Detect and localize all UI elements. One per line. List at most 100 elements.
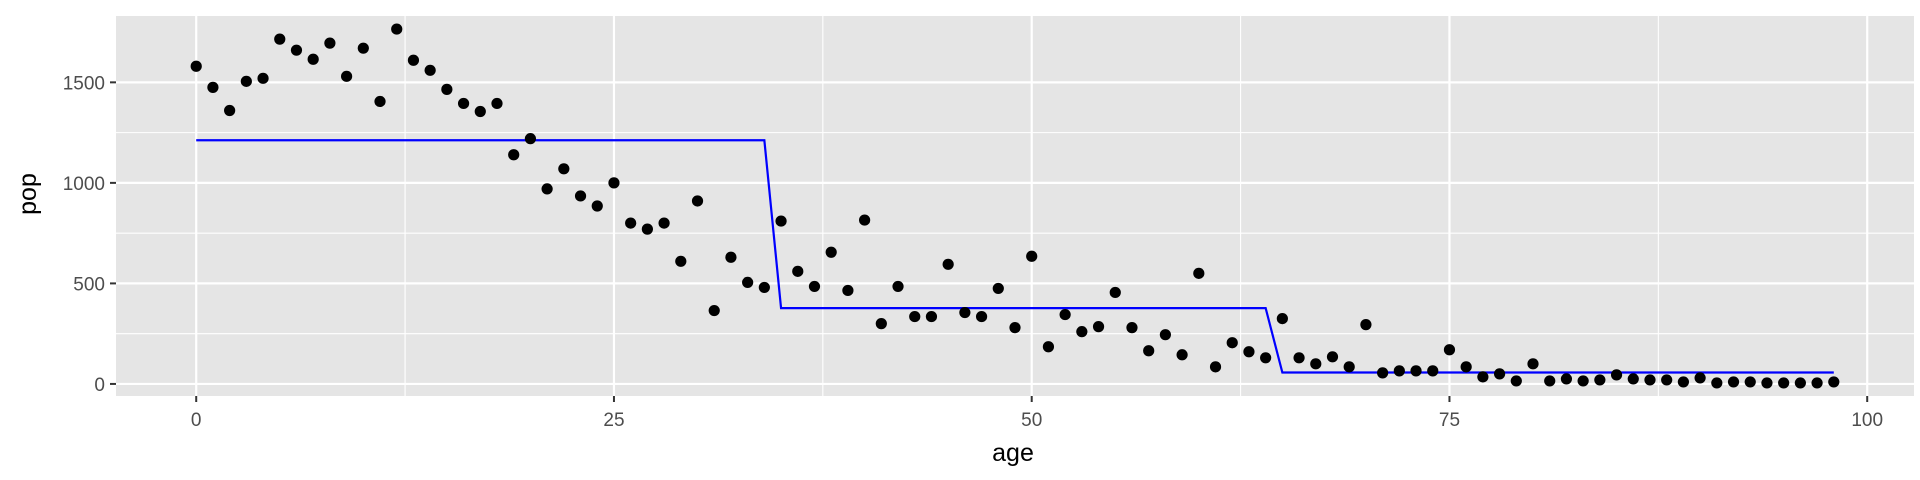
- data-point: [574, 190, 587, 202]
- data-point: [457, 97, 470, 110]
- data-point: [1477, 371, 1489, 383]
- data-point: [1510, 375, 1522, 387]
- data-point: [257, 72, 269, 84]
- data-point: [1326, 351, 1339, 363]
- data-point: [1410, 365, 1422, 377]
- data-point: [541, 183, 553, 195]
- y-axis-title: pop: [14, 173, 42, 215]
- data-point: [558, 163, 570, 175]
- data-point: [474, 105, 486, 118]
- data-point: [1544, 375, 1556, 387]
- data-point: [324, 37, 336, 49]
- data-point: [959, 306, 971, 319]
- data-point: [1811, 377, 1823, 389]
- data-points: [190, 23, 1840, 389]
- data-point: [708, 304, 720, 317]
- data-point: [341, 70, 353, 82]
- data-point: [1677, 376, 1689, 388]
- data-point: [1460, 361, 1472, 373]
- data-point: [608, 177, 620, 189]
- data-point: [892, 280, 904, 293]
- data-point: [1427, 365, 1439, 377]
- data-point: [1076, 326, 1088, 338]
- data-point: [808, 280, 821, 293]
- data-point: [1577, 375, 1589, 387]
- data-point: [1260, 352, 1272, 364]
- x-tick-label: 100: [1851, 410, 1883, 431]
- data-point: [1343, 361, 1355, 373]
- data-point: [1711, 377, 1723, 389]
- data-point: [1209, 361, 1222, 373]
- data-point: [992, 282, 1004, 295]
- data-point: [1761, 377, 1773, 389]
- data-point: [1828, 376, 1840, 388]
- data-point: [307, 53, 319, 65]
- x-tick-label: 0: [191, 410, 202, 431]
- data-point: [1443, 344, 1456, 356]
- x-tick-label: 50: [1021, 410, 1042, 431]
- data-point: [357, 42, 369, 54]
- data-point: [1360, 319, 1372, 331]
- data-point: [859, 214, 871, 226]
- data-point: [1092, 321, 1105, 333]
- data-point: [1527, 358, 1539, 370]
- data-point: [909, 310, 921, 323]
- data-point: [1143, 345, 1155, 357]
- data-point: [825, 246, 837, 258]
- grid-major: [116, 16, 1914, 396]
- data-point: [1594, 374, 1606, 386]
- data-point: [1393, 365, 1405, 377]
- data-point: [391, 23, 403, 35]
- data-point: [441, 83, 453, 95]
- y-axis: 0 500 1000 1500: [63, 73, 116, 396]
- data-point: [374, 95, 386, 108]
- data-point: [491, 97, 503, 110]
- data-point: [1026, 250, 1038, 262]
- data-point: [742, 276, 754, 288]
- data-point: [875, 318, 887, 330]
- data-point: [1778, 377, 1790, 389]
- data-point: [1377, 367, 1389, 379]
- data-point: [1293, 352, 1305, 364]
- data-point: [1794, 377, 1806, 389]
- data-point: [274, 33, 286, 45]
- data-point: [625, 217, 637, 229]
- data-point: [190, 60, 202, 72]
- data-point: [1610, 369, 1623, 381]
- data-point: [792, 265, 804, 277]
- x-axis-title: age: [992, 439, 1034, 467]
- data-point: [1310, 358, 1322, 370]
- data-point: [925, 310, 938, 323]
- data-point: [691, 195, 704, 207]
- x-tick-label: 25: [603, 410, 624, 431]
- data-point: [207, 81, 219, 93]
- data-point: [725, 251, 737, 263]
- data-point: [1276, 312, 1288, 325]
- data-point: [424, 64, 436, 76]
- data-point: [1243, 346, 1255, 358]
- data-point: [240, 75, 252, 87]
- data-point: [1744, 376, 1756, 388]
- data-point: [1226, 337, 1238, 349]
- data-point: [290, 44, 303, 56]
- grid-minor: [116, 16, 1914, 396]
- y-tick-label: 0: [94, 375, 105, 396]
- data-point: [758, 281, 770, 294]
- data-point: [1042, 341, 1055, 353]
- data-point: [524, 133, 537, 145]
- data-point: [1193, 267, 1205, 279]
- data-point: [1694, 372, 1706, 384]
- data-point: [1159, 329, 1171, 341]
- data-point: [658, 217, 670, 229]
- data-point: [1644, 374, 1656, 386]
- y-tick-label: 1000: [63, 174, 105, 195]
- data-point: [1627, 373, 1639, 385]
- x-axis: 0 25 50 75 100: [191, 396, 1883, 431]
- data-point: [508, 149, 520, 161]
- data-point: [1176, 349, 1188, 361]
- data-point: [591, 200, 603, 212]
- data-point: [1059, 308, 1071, 321]
- data-point: [1109, 286, 1121, 299]
- data-point: [641, 223, 653, 235]
